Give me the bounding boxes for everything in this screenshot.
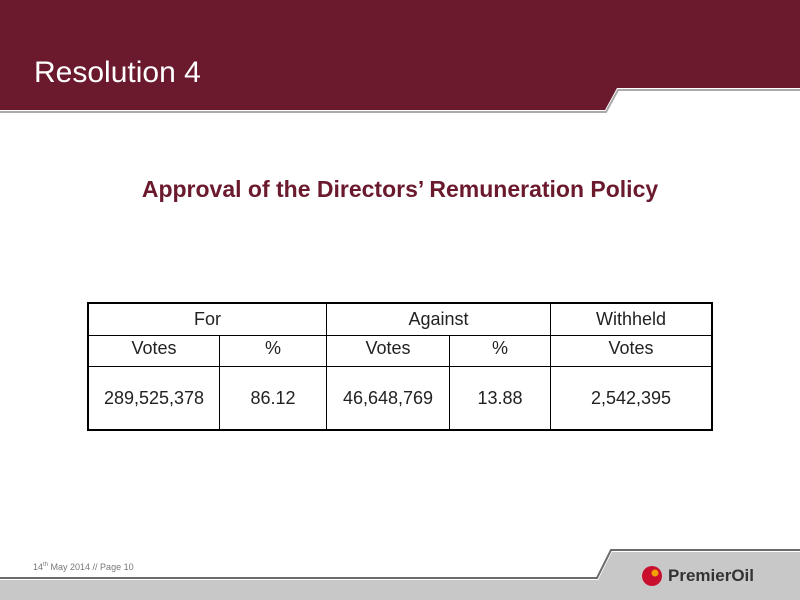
cell: 13.88 — [449, 366, 551, 431]
subheader-row: Votes % Votes % Votes — [87, 335, 713, 367]
subheader: % — [449, 335, 551, 367]
footer-band — [0, 552, 800, 600]
group-row: For Against Withheld — [87, 302, 713, 336]
cell: 289,525,378 — [87, 366, 220, 431]
subheader: % — [219, 335, 327, 367]
group-header: Withheld — [550, 302, 713, 336]
header-rule — [0, 89, 800, 113]
subtitle: Approval of the Directors’ Remuneration … — [141, 176, 659, 202]
group-header: Against — [326, 302, 551, 336]
header-bar — [0, 0, 800, 110]
logo-mark — [642, 566, 662, 586]
cell: 86.12 — [219, 366, 327, 431]
footer-rule — [0, 549, 800, 579]
logo-text: PremierOil — [668, 566, 754, 585]
cell: 46,648,769 — [326, 366, 450, 431]
cell: 2,542,395 — [550, 366, 713, 431]
subheader: Votes — [550, 335, 713, 367]
date-rest: May 2014 // Page 10 — [48, 562, 134, 572]
subheader: Votes — [326, 335, 450, 367]
results-table: For Against Withheld Votes % Votes % Vot… — [87, 302, 713, 431]
subheader: Votes — [87, 335, 220, 367]
group-header: For — [87, 302, 327, 336]
date-suffix: th — [43, 562, 49, 568]
title: Resolution 4 — [34, 56, 201, 89]
data-row: 289,525,378 86.12 46,648,769 13.88 2,542… — [87, 366, 713, 431]
date-day: 14 — [33, 562, 44, 572]
footer-text: 14th May 2014 // Page 10 — [33, 562, 134, 572]
logo-dot — [651, 569, 659, 577]
